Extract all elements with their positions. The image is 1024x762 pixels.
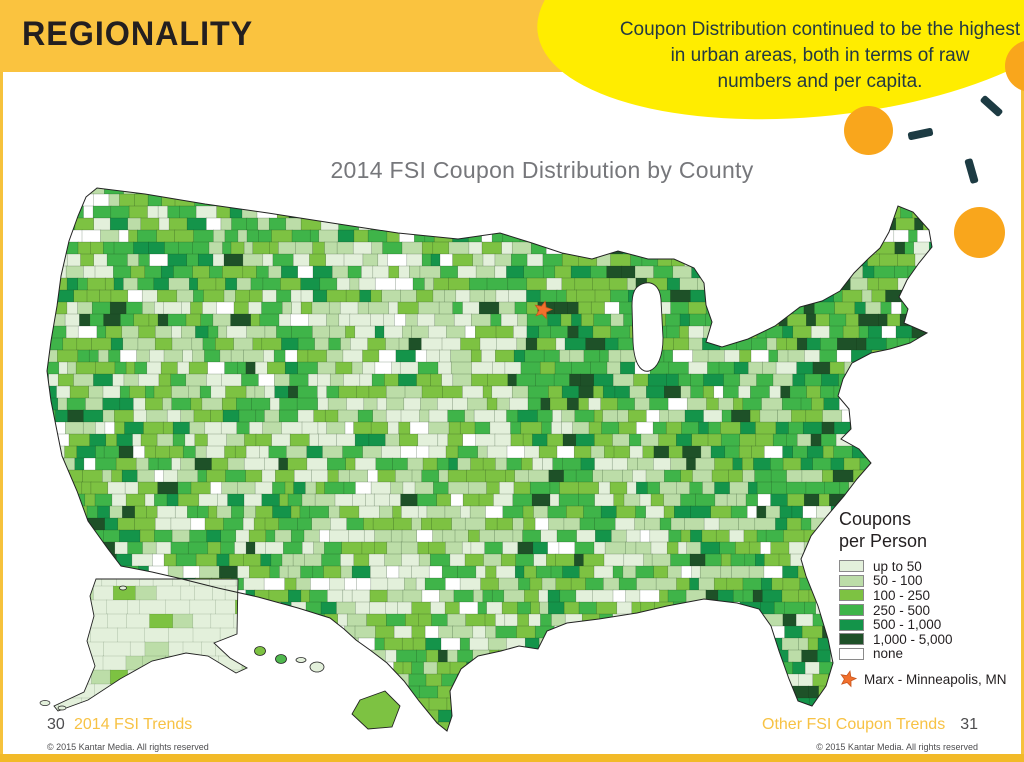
- legend-marker-row: Marx - Minneapolis, MN: [839, 670, 1021, 688]
- legend-label: none: [873, 646, 904, 662]
- copyright-left: © 2015 Kantar Media. All rights reserved: [47, 742, 209, 752]
- legend-swatch: [839, 647, 864, 660]
- decor-circle: [844, 106, 893, 155]
- legend-swatch: [839, 574, 864, 587]
- legend-label: 500 - 1,000: [873, 617, 942, 633]
- page-title: REGIONALITY: [22, 15, 254, 53]
- legend-item: 1,000 - 5,000: [839, 632, 1021, 647]
- legend-label: 1,000 - 5,000: [873, 631, 953, 647]
- legend-label: up to 50: [873, 558, 922, 574]
- map-title: 2014 FSI Coupon Distribution by County: [330, 157, 754, 183]
- legend-item: 500 - 1,000: [839, 617, 1021, 632]
- alaska-outline: [53, 578, 248, 712]
- footer-link-other-fsi-coupon-trends[interactable]: Other FSI Coupon Trends: [762, 716, 946, 733]
- lake-michigan: [631, 282, 664, 372]
- aleutian-island: [39, 700, 51, 706]
- slide-border-left: [0, 0, 3, 762]
- copyright-right: © 2015 Kantar Media. All rights reserved: [816, 742, 978, 752]
- page-number-left: 30: [47, 716, 65, 733]
- footer-right-group: Other FSI Coupon Trends 31: [762, 716, 978, 734]
- legend-label: 250 - 500: [873, 602, 931, 618]
- legend-swatch: [839, 618, 864, 631]
- callout-line: in urban areas, both in terms of raw: [670, 45, 970, 66]
- legend-title: Coupons per Person: [839, 508, 1021, 552]
- legend-label: 50 - 100: [873, 573, 923, 589]
- legend-swatch: [839, 589, 864, 602]
- legend-item: 50 - 100: [839, 573, 1021, 589]
- legend-item: up to 50: [839, 559, 1021, 574]
- page-number-right: 31: [960, 716, 978, 733]
- slide-border-bottom: [0, 754, 1024, 762]
- decor-circle: [1005, 40, 1024, 92]
- legend-item: none: [839, 646, 1021, 662]
- legend-label: 100 - 250: [873, 587, 931, 603]
- legend-swatch: [839, 633, 864, 646]
- legend-item: 250 - 500: [839, 603, 1021, 618]
- map-legend: Coupons per Person up to 50 50 - 100 100…: [839, 508, 1021, 688]
- callout-line: Coupon Distribution continued to be the …: [619, 19, 1021, 40]
- aleutian-island: [57, 705, 67, 711]
- callout-text: Coupon Distribution continued to be the …: [575, 17, 1024, 95]
- legend-swatch: [839, 604, 864, 617]
- footer-link-2014-fsi-trends[interactable]: 2014 FSI Trends: [74, 716, 193, 733]
- mainland-outline: [46, 187, 933, 732]
- legend-title-line: per Person: [839, 531, 928, 551]
- legend-marker-label: Marx - Minneapolis, MN: [864, 671, 1007, 687]
- marx-minneapolis-star-marker: [534, 300, 554, 320]
- star-icon: [840, 670, 857, 688]
- legend-item: 100 - 250: [839, 588, 1021, 603]
- callout-line: numbers and per capita.: [717, 71, 923, 92]
- legend-title-line: Coupons: [839, 509, 912, 529]
- hawaii-islands: [254, 646, 401, 730]
- aleutian-island: [119, 585, 127, 591]
- slide-border-right: [1021, 0, 1024, 762]
- decor-circle: [954, 207, 1005, 258]
- legend-swatch: [839, 560, 864, 573]
